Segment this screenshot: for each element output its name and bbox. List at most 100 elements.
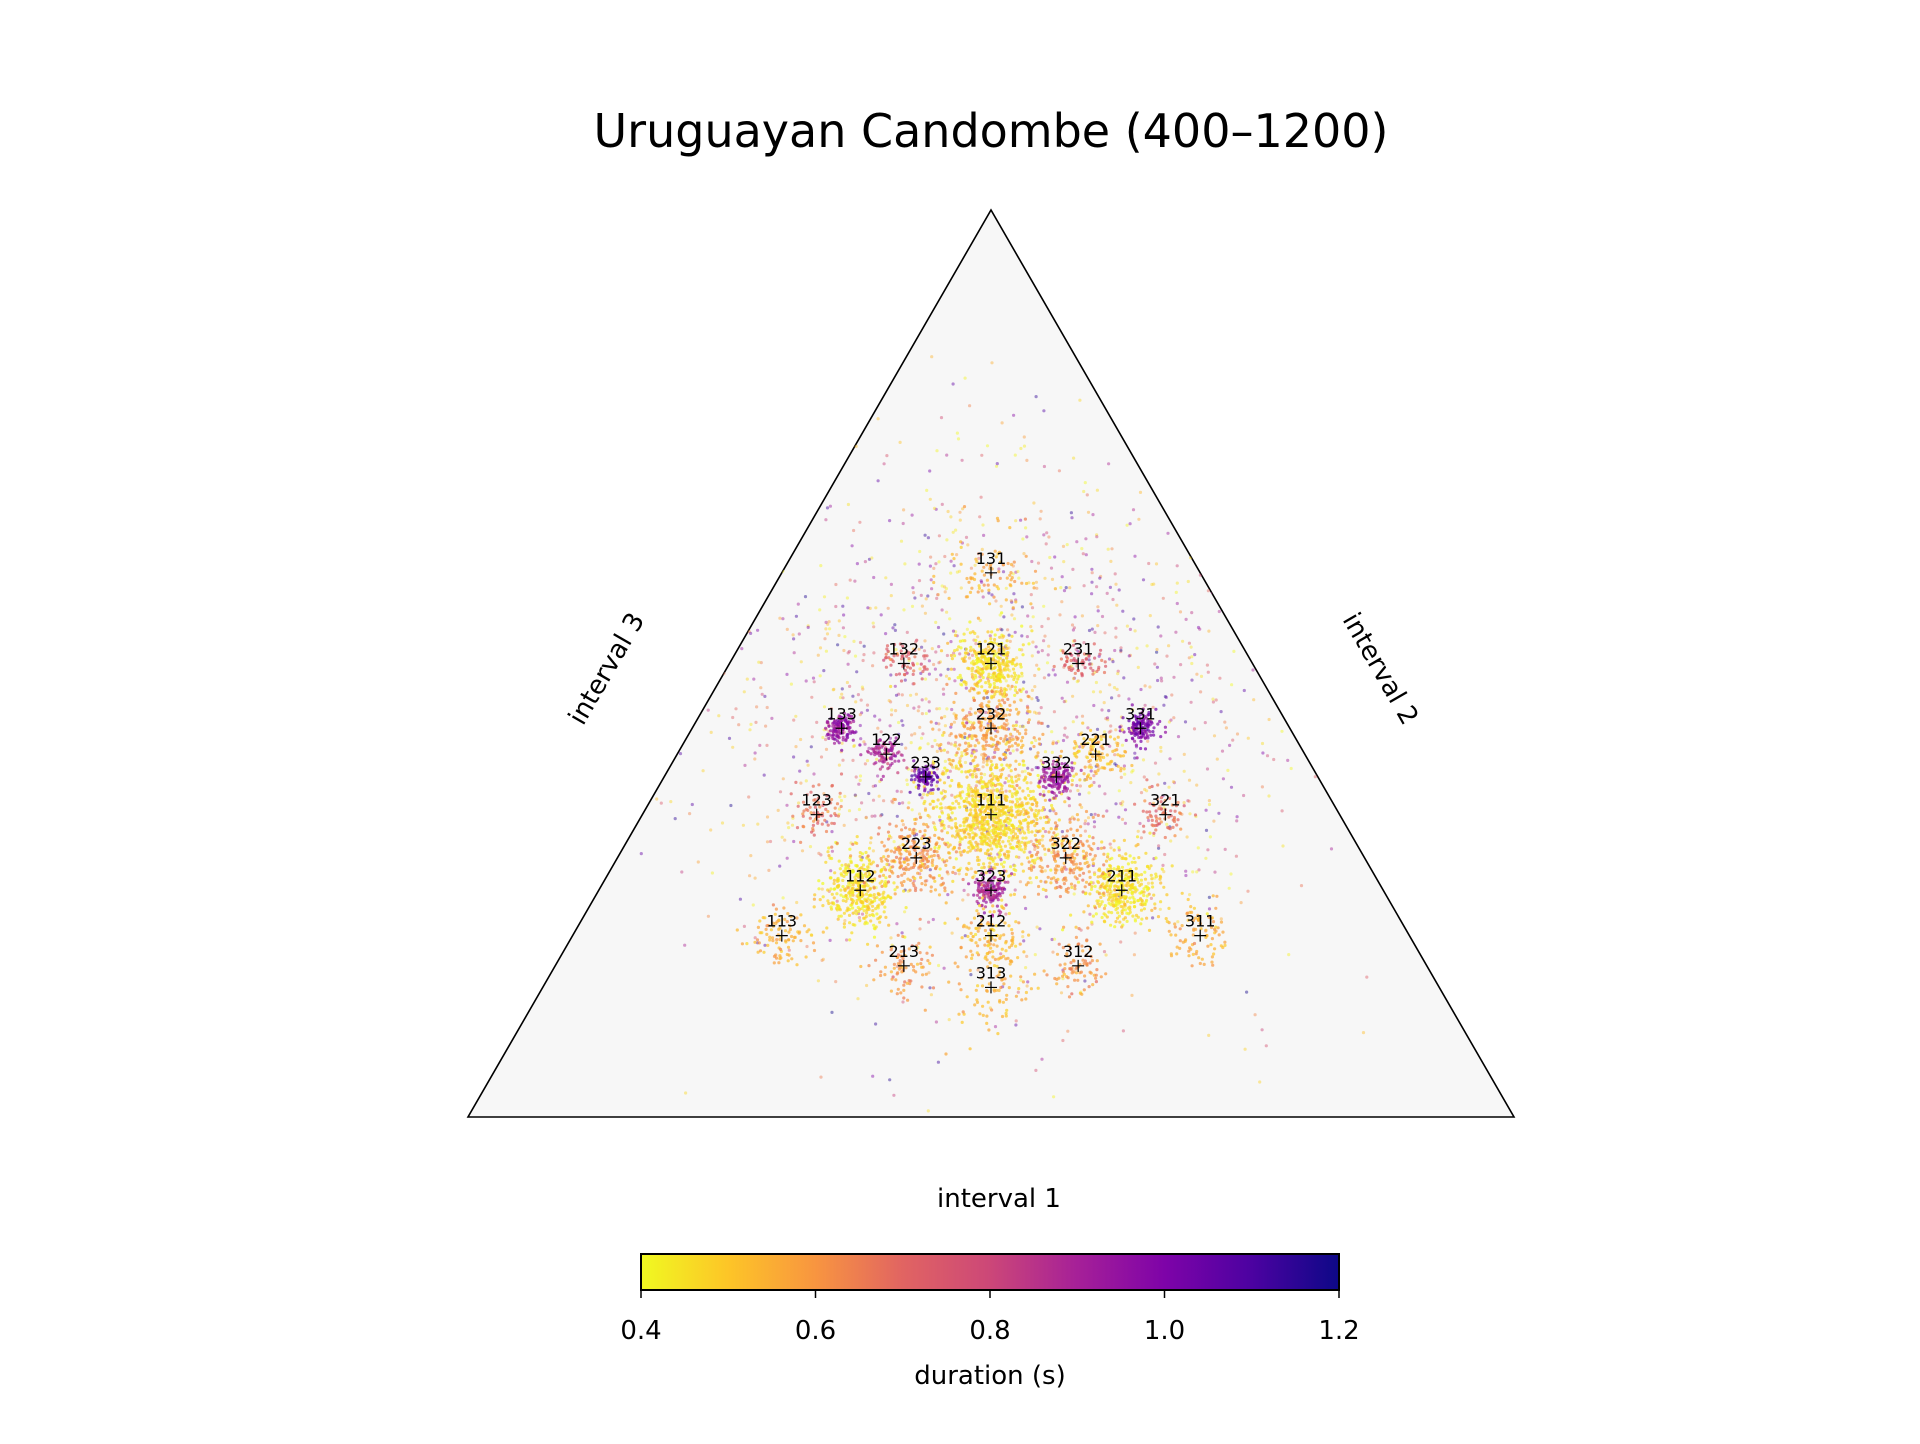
scatter-point <box>1113 572 1117 576</box>
scatter-point <box>938 660 943 664</box>
scatter-point <box>990 361 994 365</box>
scatter-point <box>995 904 1000 908</box>
scatter-point <box>1133 931 1137 935</box>
scatter-point <box>986 690 990 694</box>
scatter-point <box>1235 815 1239 819</box>
scatter-point <box>1039 879 1043 883</box>
scatter-point <box>901 723 905 727</box>
scatter-point <box>1007 740 1011 744</box>
scatter-point <box>1020 671 1024 675</box>
scatter-point <box>881 760 885 764</box>
scatter-point <box>1010 613 1014 617</box>
scatter-point <box>953 741 958 745</box>
scatter-point <box>964 647 969 651</box>
scatter-point <box>848 578 852 582</box>
scatter-point <box>1009 893 1013 897</box>
scatter-point <box>947 815 951 819</box>
scatter-point <box>986 723 990 728</box>
scatter-point <box>785 856 789 860</box>
scatter-point <box>966 786 970 790</box>
scatter-point <box>1006 816 1010 821</box>
scatter-point <box>845 897 849 901</box>
scatter-point <box>884 652 888 656</box>
scatter-point <box>1214 698 1218 702</box>
scatter-point <box>936 625 941 630</box>
scatter-point <box>857 916 862 920</box>
scatter-point <box>1227 886 1231 890</box>
scatter-point <box>1117 789 1121 793</box>
scatter-point <box>1061 1038 1065 1043</box>
scatter-point <box>899 856 903 860</box>
scatter-point <box>1143 747 1148 751</box>
scatter-point <box>765 815 770 819</box>
scatter-point <box>729 558 734 562</box>
scatter-point <box>1040 624 1044 629</box>
scatter-point <box>1031 789 1035 793</box>
scatter-point <box>1016 809 1021 813</box>
scatter-point <box>994 820 998 825</box>
scatter-point <box>749 854 753 858</box>
scatter-point <box>1228 743 1232 748</box>
scatter-point <box>946 741 951 745</box>
scatter-point <box>1035 663 1039 667</box>
scatter-point <box>937 728 941 732</box>
scatter-point <box>879 730 883 734</box>
scatter-point <box>1082 489 1086 494</box>
scatter-point <box>1182 752 1186 757</box>
scatter-point <box>975 780 979 784</box>
scatter-point <box>871 909 875 913</box>
scatter-point <box>1010 823 1015 828</box>
scatter-point <box>952 743 956 747</box>
scatter-point <box>792 839 796 844</box>
scatter-point <box>927 659 932 663</box>
scatter-point <box>753 876 757 880</box>
scatter-point <box>1149 896 1153 901</box>
scatter-point <box>1258 1080 1262 1084</box>
scatter-point <box>1111 904 1115 908</box>
scatter-point <box>858 520 862 524</box>
scatter-point <box>1132 617 1136 621</box>
scatter-point <box>1022 444 1027 448</box>
scatter-point <box>978 618 982 623</box>
scatter-point <box>943 766 947 770</box>
scatter-point <box>1034 1068 1038 1072</box>
scatter-point <box>684 1091 688 1095</box>
scatter-point <box>1090 571 1094 575</box>
scatter-point <box>1129 781 1133 785</box>
scatter-point <box>1027 860 1031 864</box>
scatter-point <box>1013 767 1018 771</box>
scatter-point <box>1053 555 1057 559</box>
scatter-point <box>1021 653 1025 657</box>
scatter-point <box>1133 751 1137 755</box>
scatter-point <box>838 731 842 735</box>
scatter-point <box>1039 509 1043 513</box>
scatter-point <box>1167 906 1171 911</box>
scatter-point <box>794 745 798 749</box>
scatter-point <box>948 769 952 773</box>
scatter-point <box>1169 839 1173 843</box>
scatter-point <box>1002 634 1006 638</box>
scatter-point <box>907 867 911 872</box>
scatter-point <box>776 532 780 536</box>
scatter-point <box>797 801 801 805</box>
scatter-point <box>903 678 907 682</box>
scatter-point <box>1090 567 1094 571</box>
scatter-point <box>895 885 899 889</box>
scatter-point <box>942 632 946 636</box>
scatter-point <box>1235 819 1239 823</box>
scatter-point <box>1007 822 1011 826</box>
scatter-point <box>1229 565 1233 569</box>
scatter-point <box>1002 823 1006 827</box>
scatter-point <box>903 562 907 566</box>
scatter-point <box>1203 721 1207 725</box>
scatter-point <box>913 773 917 777</box>
scatter-point <box>1012 658 1016 662</box>
scatter-point <box>923 879 928 883</box>
scatter-point <box>899 864 904 868</box>
scatter-point <box>1249 555 1253 559</box>
scatter-point <box>1114 728 1118 732</box>
scatter-point <box>1084 537 1088 541</box>
scatter-point <box>1023 841 1027 845</box>
scatter-point <box>1128 653 1132 658</box>
scatter-point <box>918 725 922 730</box>
